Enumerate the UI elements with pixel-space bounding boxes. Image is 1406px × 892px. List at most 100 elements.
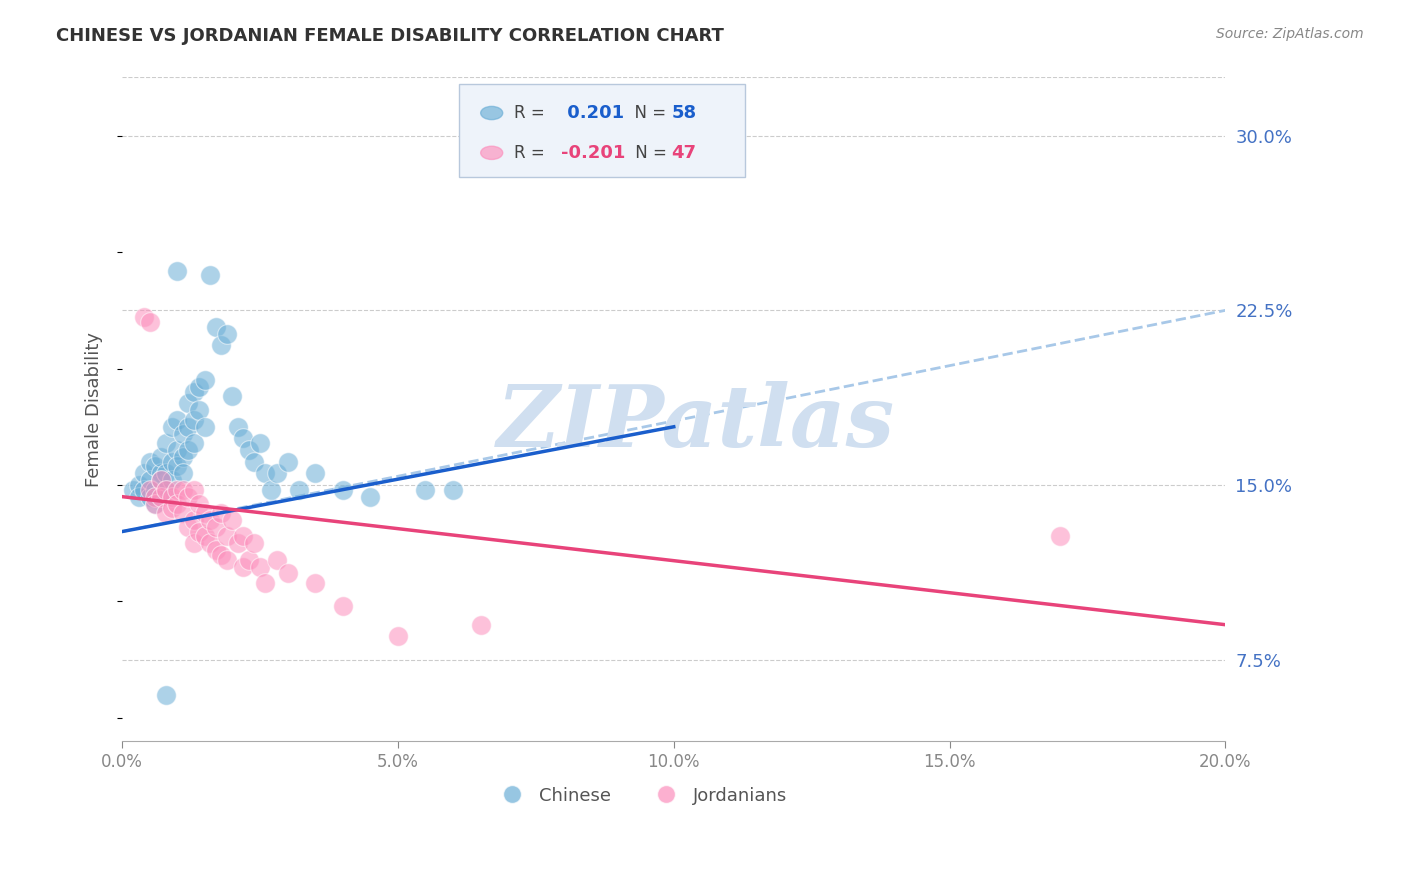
Point: [232, 431, 254, 445]
Point: [254, 467, 277, 481]
Point: [143, 497, 166, 511]
Point: [226, 536, 249, 550]
Point: [415, 483, 437, 497]
Point: [143, 490, 166, 504]
Point: [249, 436, 271, 450]
Point: [149, 450, 172, 464]
Point: [177, 419, 200, 434]
Text: Source: ZipAtlas.com: Source: ZipAtlas.com: [1216, 27, 1364, 41]
Point: [188, 524, 211, 539]
Point: [200, 536, 222, 550]
Point: [260, 483, 283, 497]
Point: [194, 419, 217, 434]
Point: [155, 483, 177, 497]
Legend: Chinese, Jordanians: Chinese, Jordanians: [486, 780, 794, 812]
Point: [155, 506, 177, 520]
Point: [149, 473, 172, 487]
Text: N =: N =: [630, 144, 672, 161]
Circle shape: [481, 106, 503, 120]
Point: [221, 390, 243, 404]
Text: ZIPatlas: ZIPatlas: [496, 381, 894, 465]
Point: [194, 529, 217, 543]
Point: [215, 552, 238, 566]
Point: [149, 467, 172, 481]
Text: R =: R =: [513, 144, 550, 161]
Point: [205, 520, 228, 534]
Point: [209, 506, 232, 520]
Point: [232, 529, 254, 543]
Point: [166, 443, 188, 458]
Point: [287, 483, 309, 497]
Point: [304, 467, 326, 481]
Point: [188, 380, 211, 394]
Point: [138, 473, 160, 487]
Point: [232, 559, 254, 574]
Point: [183, 536, 205, 550]
Point: [359, 490, 381, 504]
Text: 58: 58: [672, 104, 697, 122]
Point: [143, 497, 166, 511]
Text: N =: N =: [624, 104, 672, 122]
Point: [160, 419, 183, 434]
Point: [194, 373, 217, 387]
Point: [183, 436, 205, 450]
Point: [226, 419, 249, 434]
Text: CHINESE VS JORDANIAN FEMALE DISABILITY CORRELATION CHART: CHINESE VS JORDANIAN FEMALE DISABILITY C…: [56, 27, 724, 45]
Point: [183, 513, 205, 527]
Point: [254, 575, 277, 590]
Point: [266, 467, 288, 481]
Point: [238, 552, 260, 566]
Point: [134, 467, 156, 481]
Point: [138, 455, 160, 469]
Point: [441, 483, 464, 497]
Point: [215, 529, 238, 543]
Point: [128, 490, 150, 504]
Point: [138, 490, 160, 504]
Point: [134, 483, 156, 497]
Point: [155, 436, 177, 450]
Point: [166, 264, 188, 278]
Point: [134, 310, 156, 325]
Point: [332, 483, 354, 497]
Text: 47: 47: [672, 144, 696, 161]
Point: [188, 403, 211, 417]
Text: 0.201: 0.201: [561, 104, 624, 122]
Point: [249, 559, 271, 574]
Text: R =: R =: [513, 104, 550, 122]
Point: [277, 566, 299, 581]
Point: [149, 490, 172, 504]
Point: [209, 338, 232, 352]
Point: [149, 473, 172, 487]
Point: [205, 543, 228, 558]
Text: -0.201: -0.201: [561, 144, 626, 161]
Point: [183, 413, 205, 427]
Point: [266, 552, 288, 566]
Point: [155, 483, 177, 497]
Point: [143, 459, 166, 474]
Point: [172, 506, 194, 520]
Point: [166, 413, 188, 427]
Point: [332, 599, 354, 613]
Point: [238, 443, 260, 458]
Point: [183, 384, 205, 399]
Point: [243, 455, 266, 469]
Point: [304, 575, 326, 590]
Point: [470, 617, 492, 632]
Point: [155, 688, 177, 702]
Point: [177, 443, 200, 458]
Point: [1049, 529, 1071, 543]
Point: [188, 497, 211, 511]
Point: [172, 426, 194, 441]
Point: [183, 483, 205, 497]
Point: [177, 520, 200, 534]
Point: [160, 455, 183, 469]
Point: [221, 513, 243, 527]
FancyBboxPatch shape: [458, 84, 745, 177]
Point: [122, 483, 145, 497]
Point: [172, 483, 194, 497]
Point: [155, 467, 177, 481]
Point: [177, 490, 200, 504]
Point: [205, 319, 228, 334]
Circle shape: [481, 146, 503, 160]
Point: [143, 483, 166, 497]
